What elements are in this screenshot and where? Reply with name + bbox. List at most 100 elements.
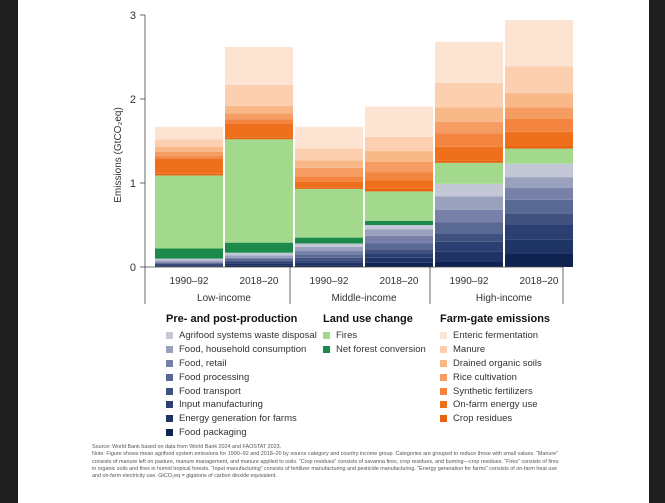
bar-segment [505, 118, 573, 132]
bar-segment [155, 248, 223, 259]
bar-segment [505, 213, 573, 225]
legend-item: Rice cultivation [440, 370, 550, 384]
bar-segment [365, 243, 433, 250]
legend-label: Crop residues [453, 413, 513, 425]
legend-swatch [440, 401, 447, 409]
bar-segment [295, 187, 363, 189]
legend-swatch [166, 387, 173, 395]
bar-segment [435, 209, 503, 223]
bar-segment [435, 222, 503, 234]
bar-segment [225, 242, 293, 253]
bar-segment [155, 146, 223, 152]
legend-swatch [166, 428, 173, 436]
window-frame-right [649, 0, 665, 503]
bar-segment [295, 126, 363, 149]
bar-segment [225, 255, 293, 258]
bar-segment [155, 258, 223, 261]
bar-segment [155, 156, 223, 159]
x-tick-label: 2018–20 [240, 276, 279, 287]
bar-segment [505, 199, 573, 214]
bar-segment [225, 139, 293, 243]
y-axis-label: Emissions (GtCO₂eq) [113, 107, 124, 203]
legend-item: Food, household consumption [166, 343, 317, 357]
y-tick-label: 3 [130, 10, 136, 22]
bar-segment [365, 235, 433, 244]
bar-segment [365, 151, 433, 162]
legend-swatch [166, 332, 173, 340]
bar-segment [155, 158, 223, 174]
x-tick-label: 2018–20 [520, 276, 559, 287]
legend-label: Manure [453, 344, 486, 356]
bar-segment [295, 176, 363, 182]
footnote-note: Note: Figure shows mean agrifood system … [92, 451, 559, 480]
bar-segment [295, 243, 363, 247]
bar-segment [365, 257, 433, 263]
bar-segment [365, 229, 433, 236]
bar-segment [365, 249, 433, 254]
window-frame-left [0, 0, 18, 503]
legend-label: Agrifood systems waste disposal [179, 330, 317, 342]
bar-segment [155, 260, 223, 262]
legend-item: Crop residues [440, 412, 550, 426]
legend-label: Drained organic soils [453, 357, 542, 369]
legend-swatch [323, 346, 330, 354]
group-label: Low-income [197, 293, 251, 304]
bar-segment [295, 265, 363, 267]
legend-swatch [166, 359, 173, 367]
bar-segment [225, 257, 293, 259]
bar-segment [505, 253, 573, 267]
legend-swatch [440, 346, 447, 354]
bar-segment [365, 220, 433, 225]
bar-segment [225, 84, 293, 106]
legend-swatch [166, 346, 173, 354]
bar-segment [435, 107, 503, 122]
bar-segment [295, 181, 363, 188]
bar-segment [295, 260, 363, 263]
legend-title: Pre- and post-production [166, 313, 298, 325]
legend-swatch [440, 359, 447, 367]
bar-segment [365, 180, 433, 189]
bar-segment [295, 251, 363, 255]
bar-segment [365, 162, 433, 173]
legend-swatch [166, 373, 173, 381]
bar-segment [225, 105, 293, 114]
bar-segment [225, 261, 293, 264]
bar-segment [155, 264, 223, 266]
bar-segment [365, 106, 433, 137]
bar-segment [155, 126, 223, 140]
legend-label: Food packaging [179, 426, 247, 438]
bar-segment [505, 239, 573, 254]
bar-segment [155, 266, 223, 267]
bar-segment [435, 183, 503, 197]
legend-label: Enteric fermentation [453, 330, 539, 342]
bar-segment [365, 172, 433, 181]
legend-label: Energy generation for farms [179, 413, 297, 425]
legend-pre-post-production: Pre- and post-production Agrifood systems… [166, 313, 317, 439]
y-tick-label: 2 [130, 94, 136, 106]
bar-segment [155, 265, 223, 267]
legend-item: Food packaging [166, 426, 317, 440]
bar-segment [225, 252, 293, 256]
bar-segment [295, 160, 363, 168]
group-label: High-income [476, 293, 533, 304]
x-tick-label: 1990–92 [310, 276, 349, 287]
legend-title: Farm-gate emissions [440, 313, 551, 325]
bar-segment [435, 241, 503, 252]
legend-swatch [323, 332, 330, 340]
bar-segment [155, 261, 223, 263]
bar-segment [505, 93, 573, 108]
legend-label: Food, household consumption [179, 344, 307, 356]
legend-label: On-farm energy use [453, 399, 538, 411]
bar-segment [155, 262, 223, 264]
legend-land-use-change: Land use change Fires Net forest conversio… [323, 313, 426, 357]
bar-segment [295, 246, 363, 252]
bar-segment [295, 188, 363, 238]
legend-label: Rice cultivation [453, 371, 517, 383]
legend-item: Agrifood systems waste disposal [166, 329, 317, 343]
legend-item: Input manufacturing [166, 398, 317, 412]
legend-item: Drained organic soils [440, 357, 550, 371]
bar-segment [505, 177, 573, 189]
bar-segment [295, 148, 363, 161]
legend-swatch [440, 332, 447, 340]
group-label: Middle-income [331, 293, 396, 304]
